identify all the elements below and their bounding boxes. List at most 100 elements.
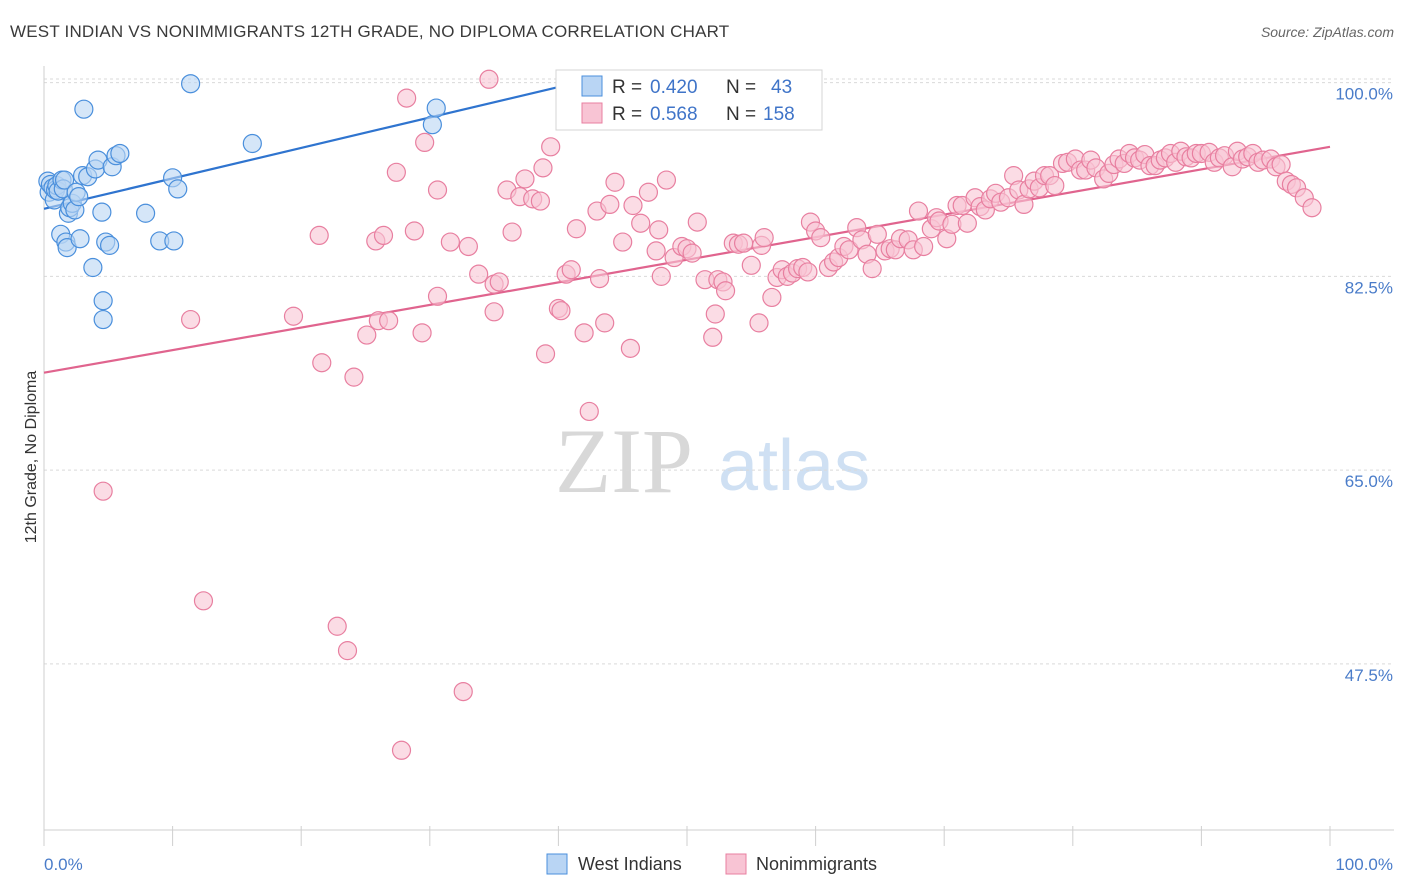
point-nonimmigrants (469, 264, 489, 284)
y-axis-label: 12th Grade, No Diploma (23, 371, 40, 544)
point-west-indians (135, 203, 156, 223)
point-nonimmigrants (733, 233, 754, 253)
point-nonimmigrants (811, 228, 831, 248)
y-tick-label: 65.0% (1345, 472, 1393, 491)
y-tick-label: 47.5% (1345, 666, 1393, 685)
point-nonimmigrants (440, 232, 460, 252)
legend-swatch-nonimmigrants (581, 102, 603, 124)
source-label: Source: ZipAtlas.com (1260, 24, 1394, 40)
point-west-indians (93, 309, 113, 330)
point-west-indians (93, 291, 113, 311)
point-nonimmigrants (283, 306, 304, 326)
legend-n-label-1: N = (726, 77, 756, 98)
data-points (38, 69, 1322, 760)
point-nonimmigrants (649, 220, 669, 240)
point-nonimmigrants (862, 259, 882, 279)
point-nonimmigrants (427, 180, 448, 200)
point-nonimmigrants (600, 194, 620, 215)
point-nonimmigrants (337, 641, 358, 661)
point-nonimmigrants (357, 325, 377, 345)
legend-n-value-1: 43 (771, 77, 792, 98)
point-nonimmigrants (682, 243, 702, 263)
point-nonimmigrants (489, 272, 509, 292)
legend-r-value-1: 0.420 (650, 77, 698, 98)
point-nonimmigrants (391, 740, 412, 760)
point-nonimmigrants (533, 158, 553, 178)
legend-swatch-west-indians (581, 75, 603, 97)
legend-n-value-2: 158 (763, 104, 795, 125)
point-west-indians (99, 235, 120, 255)
bottom-legend: West Indians Nonimmigrants (546, 853, 877, 875)
legend-r-value-2: 0.568 (650, 104, 698, 125)
point-nonimmigrants (502, 222, 522, 242)
point-nonimmigrants (327, 616, 347, 636)
point-nonimmigrants (620, 338, 641, 358)
y-tick-label: 100.0% (1335, 85, 1393, 104)
point-west-indians (426, 98, 446, 118)
point-nonimmigrants (561, 260, 581, 280)
point-nonimmigrants (623, 195, 643, 216)
trend-line-west-indians (43, 85, 559, 210)
chart-title: WEST INDIAN VS NONIMMIGRANTS 12TH GRADE,… (10, 22, 730, 41)
point-nonimmigrants (427, 286, 448, 306)
point-west-indians (181, 74, 201, 94)
point-nonimmigrants (705, 304, 725, 324)
point-nonimmigrants (373, 225, 394, 246)
bottom-legend-swatch-nonimmigrants (725, 853, 747, 875)
legend-r-label-1: R = (612, 77, 642, 98)
point-nonimmigrants (515, 169, 535, 189)
point-nonimmigrants (656, 170, 677, 190)
point-nonimmigrants (687, 212, 707, 232)
point-nonimmigrants (404, 221, 424, 241)
point-nonimmigrants (908, 201, 929, 221)
point-nonimmigrants (453, 681, 473, 702)
point-nonimmigrants (193, 591, 214, 611)
point-nonimmigrants (309, 225, 329, 246)
point-nonimmigrants (412, 323, 432, 343)
point-nonimmigrants (458, 236, 478, 257)
point-nonimmigrants (479, 69, 499, 89)
point-nonimmigrants (914, 236, 934, 257)
point-nonimmigrants (312, 353, 332, 373)
point-nonimmigrants (1302, 198, 1322, 218)
watermark-zip: ZIP (555, 410, 693, 512)
watermark-atlas: atlas (718, 426, 870, 506)
point-nonimmigrants (566, 219, 587, 239)
point-nonimmigrants (703, 327, 723, 347)
point-west-indians (69, 187, 89, 207)
point-nonimmigrants (798, 262, 818, 282)
point-nonimmigrants (1045, 175, 1065, 196)
point-west-indians (110, 143, 130, 164)
point-nonimmigrants (613, 232, 633, 252)
legend-n-label-2: N = (726, 104, 756, 125)
stats-legend: R = 0.420 N = 43 R = 0.568 N = 158 (555, 69, 823, 131)
point-nonimmigrants (839, 240, 859, 260)
point-nonimmigrants (741, 255, 761, 275)
point-nonimmigrants (415, 132, 435, 152)
point-west-indians (164, 231, 184, 251)
point-west-indians (83, 257, 103, 278)
point-nonimmigrants (484, 302, 504, 322)
point-nonimmigrants (386, 162, 406, 182)
point-nonimmigrants (530, 191, 550, 211)
point-west-indians (242, 133, 262, 154)
point-west-indians (168, 179, 188, 199)
bottom-legend-label-west-indians: West Indians (578, 854, 682, 874)
point-nonimmigrants (754, 228, 774, 248)
bottom-legend-label-nonimmigrants: Nonimmigrants (756, 854, 877, 874)
legend-r-label-2: R = (612, 104, 642, 125)
point-nonimmigrants (631, 213, 651, 233)
point-nonimmigrants (535, 344, 556, 364)
point-west-indians (70, 229, 90, 249)
x-tick-labels: 0.0% 100.0% (44, 855, 1393, 874)
point-nonimmigrants (762, 287, 782, 308)
point-nonimmigrants (638, 182, 659, 202)
point-nonimmigrants (867, 224, 887, 244)
x-tick-label: 100.0% (1335, 855, 1393, 874)
point-nonimmigrants (397, 88, 417, 108)
point-nonimmigrants (93, 481, 113, 501)
point-nonimmigrants (579, 401, 599, 422)
point-west-indians (54, 170, 75, 190)
point-nonimmigrants (595, 313, 615, 333)
